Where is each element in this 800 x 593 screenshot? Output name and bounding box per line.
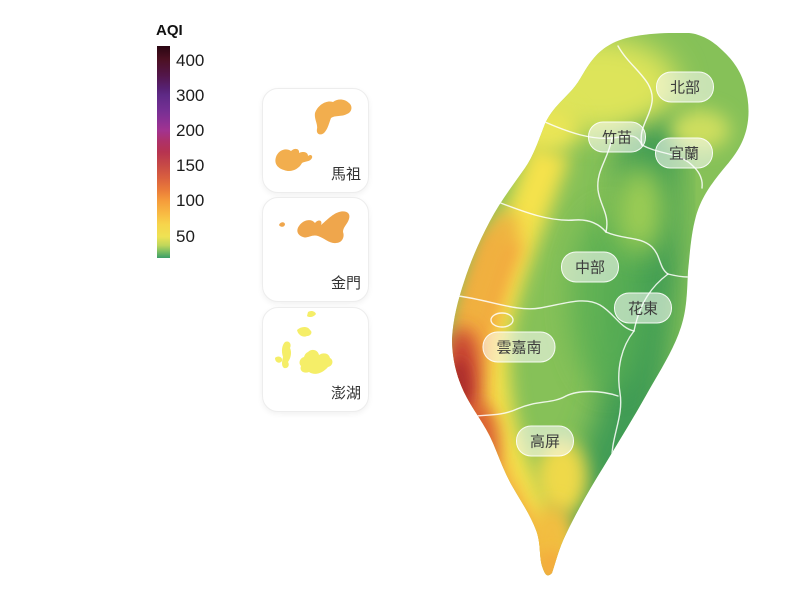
region-badge-gaoping-label: 高屏 [529,433,561,451]
matsu-south-island [275,148,313,172]
penghu-islet-southwest [275,356,283,363]
kinmen-islands-map [279,211,350,244]
matsu-north-island [314,99,352,135]
kinmen-main-island [297,211,350,244]
inset-matsu-label: 馬祖 [330,166,361,183]
region-badge-central[interactable]: 中部 [560,251,620,283]
inset-penghu[interactable]: 澎湖 [262,307,369,412]
taiwan-aqi-color-field [452,33,749,576]
legend-tick-100: 100 [176,191,205,210]
region-badge-yunjianan-label: 雲嘉南 [496,339,542,357]
region-badge-yilan-label: 宜蘭 [668,145,700,163]
legend-title: AQI [156,22,183,39]
region-badge-zhumiao[interactable]: 竹苗 [587,121,647,153]
inset-penghu-label: 澎湖 [330,385,361,402]
region-badge-huadong-label: 花東 [627,300,659,318]
penghu-islet-north [307,310,316,318]
penghu-main-island [299,349,333,374]
region-badge-north-label: 北部 [669,79,701,97]
legend-colorbar [157,46,170,258]
legend-tick-300: 300 [176,86,205,105]
penghu-islet-west [281,341,292,369]
region-badge-north[interactable]: 北部 [655,71,715,103]
region-badge-yunjianan[interactable]: 雲嘉南 [482,331,556,363]
legend-tick-150: 150 [176,156,205,175]
inset-matsu[interactable]: 馬祖 [262,88,369,193]
kinmen-islet [279,222,285,227]
penghu-islet-mid [297,327,312,337]
region-badge-huadong[interactable]: 花東 [613,292,673,324]
region-badge-central-label: 中部 [574,259,606,277]
region-badge-yilan[interactable]: 宜蘭 [654,137,714,169]
inset-kinmen-label: 金門 [330,275,361,292]
legend-tick-400: 400 [176,51,205,70]
inset-kinmen[interactable]: 金門 [262,197,369,302]
penghu-islands-map [275,310,333,374]
legend-tick-200: 200 [176,121,205,140]
region-badge-gaoping[interactable]: 高屏 [515,425,575,457]
region-badge-zhumiao-label: 竹苗 [601,129,633,147]
legend-tick-50: 50 [176,227,195,246]
matsu-islands-map [275,99,352,172]
